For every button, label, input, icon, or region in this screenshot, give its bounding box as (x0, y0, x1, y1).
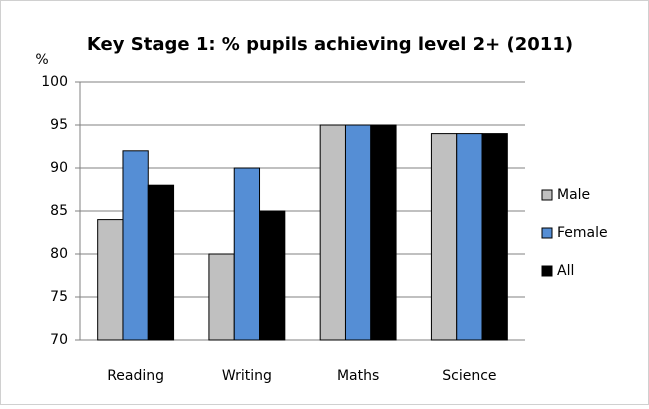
bar (319, 124, 346, 341)
bar (233, 167, 261, 341)
x-tick-label: Writing (222, 368, 272, 384)
legend-swatch (541, 265, 553, 277)
x-tick-label: Reading (107, 368, 164, 384)
y-axis-label: % (35, 52, 48, 68)
legend-label: Female (557, 225, 608, 241)
bar (456, 133, 483, 341)
bar (208, 253, 235, 341)
legend-label: Male (557, 187, 590, 203)
bar (481, 133, 508, 341)
y-tick-label: 85 (50, 203, 68, 219)
legend-swatch (541, 189, 553, 201)
bar (147, 184, 175, 341)
bar (97, 219, 124, 341)
bar (122, 150, 149, 341)
y-tick-label: 70 (50, 332, 68, 348)
y-tick-label: 75 (50, 289, 68, 305)
chart-title: Key Stage 1: % pupils achieving level 2+… (87, 34, 573, 55)
bar (259, 210, 286, 341)
legend-label: All (557, 263, 574, 279)
y-tick-label: 80 (50, 246, 68, 262)
y-tick-label: 90 (50, 160, 68, 176)
y-tick-label: 100 (41, 74, 68, 90)
bar (344, 124, 372, 341)
y-tick-label: 95 (50, 117, 68, 133)
bar (430, 133, 458, 341)
bar (370, 124, 397, 341)
x-tick-label: Maths (337, 368, 379, 384)
x-tick-label: Science (442, 368, 496, 384)
legend-swatch (541, 227, 553, 239)
